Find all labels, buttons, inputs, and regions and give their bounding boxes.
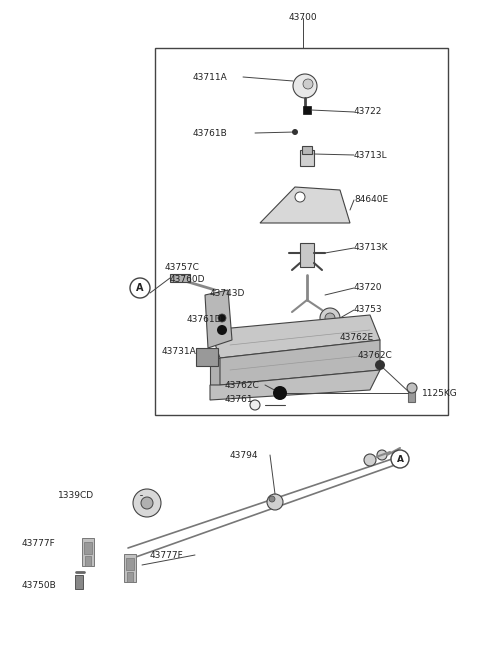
Text: A: A — [396, 455, 404, 464]
Bar — [300, 243, 314, 267]
Text: 43760D: 43760D — [170, 276, 205, 284]
Text: 43761: 43761 — [225, 396, 253, 405]
Text: 43761D: 43761D — [187, 316, 223, 324]
Bar — [302, 146, 312, 154]
Circle shape — [130, 278, 150, 298]
Circle shape — [250, 400, 260, 410]
Bar — [82, 538, 94, 566]
Circle shape — [133, 489, 161, 517]
Circle shape — [269, 496, 275, 502]
Text: 43711A: 43711A — [193, 73, 228, 81]
Text: 43762C: 43762C — [225, 381, 260, 390]
Bar — [155, 48, 448, 415]
Circle shape — [325, 313, 335, 323]
Text: 43743D: 43743D — [210, 288, 245, 297]
Bar — [127, 572, 133, 582]
Polygon shape — [210, 358, 220, 385]
Text: 84640E: 84640E — [354, 195, 388, 204]
Circle shape — [292, 129, 298, 135]
Text: 43731A: 43731A — [162, 348, 197, 356]
Text: 43762E: 43762E — [340, 333, 374, 343]
Polygon shape — [260, 187, 350, 223]
Bar — [408, 388, 415, 402]
Text: 43722: 43722 — [354, 107, 383, 117]
Text: 43777F: 43777F — [22, 538, 56, 548]
Polygon shape — [210, 315, 380, 358]
Circle shape — [218, 314, 226, 322]
Text: 43757C: 43757C — [165, 263, 200, 272]
Polygon shape — [210, 370, 380, 400]
Bar — [196, 348, 218, 366]
Circle shape — [267, 494, 283, 510]
Text: 43794: 43794 — [230, 451, 259, 460]
Bar — [126, 558, 134, 570]
Text: 43700: 43700 — [288, 14, 317, 22]
Text: 43761B: 43761B — [193, 128, 228, 138]
Bar — [84, 542, 92, 554]
Bar — [75, 575, 83, 589]
Circle shape — [391, 450, 409, 468]
Circle shape — [293, 74, 317, 98]
Circle shape — [364, 454, 376, 466]
Bar — [170, 274, 190, 282]
Text: 43713K: 43713K — [354, 244, 388, 252]
Circle shape — [377, 450, 387, 460]
Circle shape — [295, 192, 305, 202]
Bar — [124, 554, 136, 582]
Circle shape — [303, 79, 313, 89]
Bar — [303, 106, 311, 114]
Text: 43762C: 43762C — [358, 350, 393, 360]
Text: 1125KG: 1125KG — [422, 388, 458, 398]
Text: 43720: 43720 — [354, 284, 383, 293]
Polygon shape — [220, 340, 380, 385]
Circle shape — [217, 325, 227, 335]
Text: 43777F: 43777F — [150, 550, 184, 559]
Circle shape — [320, 308, 340, 328]
Circle shape — [273, 386, 287, 400]
Bar — [300, 150, 314, 166]
Text: 43753: 43753 — [354, 305, 383, 314]
Polygon shape — [205, 290, 232, 348]
Text: 1339CD: 1339CD — [58, 491, 94, 500]
Bar — [85, 556, 91, 566]
Text: 43713L: 43713L — [354, 151, 388, 160]
Text: A: A — [136, 283, 144, 293]
Circle shape — [375, 360, 385, 370]
Text: 43750B: 43750B — [22, 580, 57, 590]
Circle shape — [407, 383, 417, 393]
Circle shape — [141, 497, 153, 509]
